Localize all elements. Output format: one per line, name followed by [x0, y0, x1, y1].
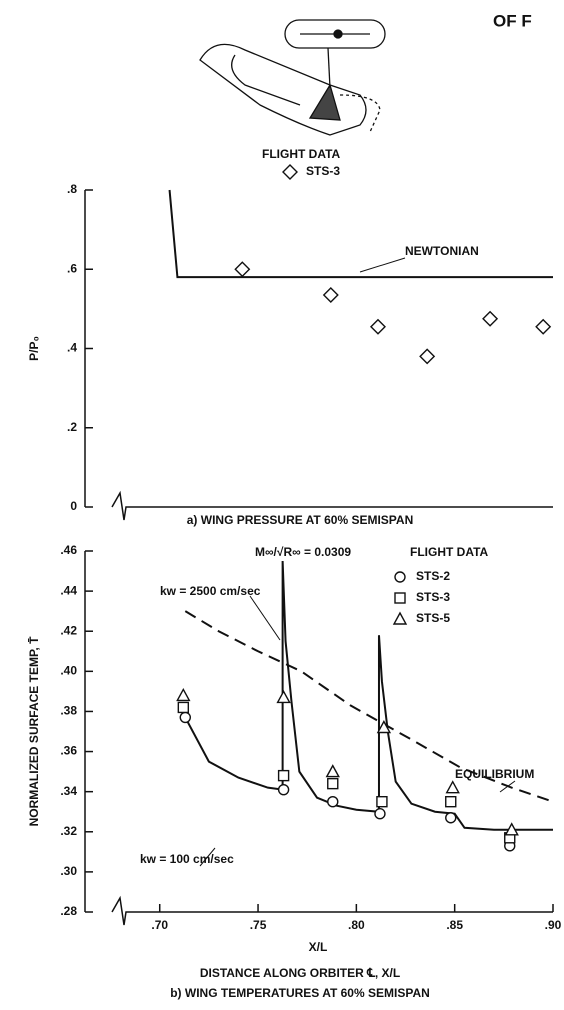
data-point	[177, 701, 190, 714]
data-point	[234, 261, 251, 278]
data-point	[445, 795, 457, 808]
caption: a) WING PRESSURE AT 60% SEMISPAN	[187, 513, 413, 527]
data-point	[322, 287, 339, 303]
data-point	[370, 318, 386, 335]
data-point	[376, 720, 392, 734]
data-point	[277, 783, 290, 796]
legend-marker	[394, 571, 406, 583]
legend-marker	[282, 164, 298, 180]
data-point	[535, 318, 552, 335]
legend-label: STS-3	[306, 164, 340, 178]
y-tick-label: .28	[60, 904, 77, 918]
caption: b) WING TEMPERATURES AT 60% SEMISPAN	[170, 986, 430, 1000]
data-point	[325, 764, 340, 778]
legend-marker	[394, 592, 406, 604]
y-tick-label: .38	[60, 704, 77, 718]
data-point	[176, 687, 191, 702]
x-axis-title: DISTANCE ALONG ORBITER ℄, X/L	[200, 966, 400, 980]
curve	[184, 560, 553, 831]
data-point	[277, 769, 290, 782]
legend-label: STS-2	[416, 569, 450, 583]
legend-label: STS-5	[416, 611, 450, 625]
y-tick-label: .8	[67, 182, 77, 196]
curve	[168, 189, 553, 279]
y-tick-label: .40	[60, 664, 77, 678]
leader-line	[499, 780, 516, 793]
y-tick-label: .44	[60, 583, 77, 597]
x-tick-label: .75	[250, 918, 267, 932]
legend-title: FLIGHT DATA	[410, 545, 489, 559]
data-point	[374, 808, 386, 820]
curve	[184, 610, 554, 803]
legend-marker	[392, 611, 408, 625]
y-tick-label: .6	[67, 261, 77, 275]
legend-title: FLIGHT DATA	[262, 147, 341, 161]
y-tick-label: .34	[60, 784, 77, 798]
data-point	[327, 777, 339, 790]
y-tick-label: .4	[67, 341, 77, 355]
y-axis-label: P/P₀	[27, 336, 41, 361]
annotation: kw = 2500 cm/sec	[160, 584, 261, 598]
x-tick-label: .70	[151, 918, 168, 932]
x-tick-label: .85	[446, 918, 463, 932]
x-tick-label: .90	[545, 918, 562, 932]
data-point	[376, 795, 388, 808]
y-tick-label: .2	[67, 420, 77, 434]
y-tick-label: .46	[60, 543, 77, 557]
leader-line	[359, 257, 406, 273]
curve-label: kw = 100 cm/sec	[140, 852, 234, 866]
leader-line	[199, 847, 216, 867]
data-point	[419, 348, 436, 365]
curve-label: NEWTONIAN	[405, 244, 479, 258]
data-point	[445, 812, 457, 824]
data-point	[504, 822, 519, 836]
y-tick-label: .42	[60, 623, 77, 637]
page-header: OF F	[493, 11, 532, 30]
data-point	[445, 780, 460, 794]
curve-label: EQUILIBRIUM	[455, 767, 534, 781]
data-point	[179, 711, 191, 724]
y-tick-label: .32	[60, 824, 77, 838]
x-tick-label: .80	[348, 918, 365, 932]
legend-label: STS-3	[416, 590, 450, 604]
annotation: M∞/√R∞ = 0.0309	[255, 545, 351, 559]
y-tick-label: .30	[60, 864, 77, 878]
y-tick-label: .36	[60, 744, 77, 758]
x-axis-label: X/L	[309, 940, 328, 954]
axis-break	[111, 490, 135, 926]
leader-line	[249, 595, 281, 641]
data-point	[276, 689, 291, 704]
orbiter-sketch	[199, 19, 386, 136]
y-tick-label: 0	[70, 499, 77, 513]
y-axis-label: NORMALIZED SURFACE TEMP, T̄	[27, 636, 41, 826]
data-point	[482, 310, 499, 327]
data-point	[327, 795, 339, 808]
